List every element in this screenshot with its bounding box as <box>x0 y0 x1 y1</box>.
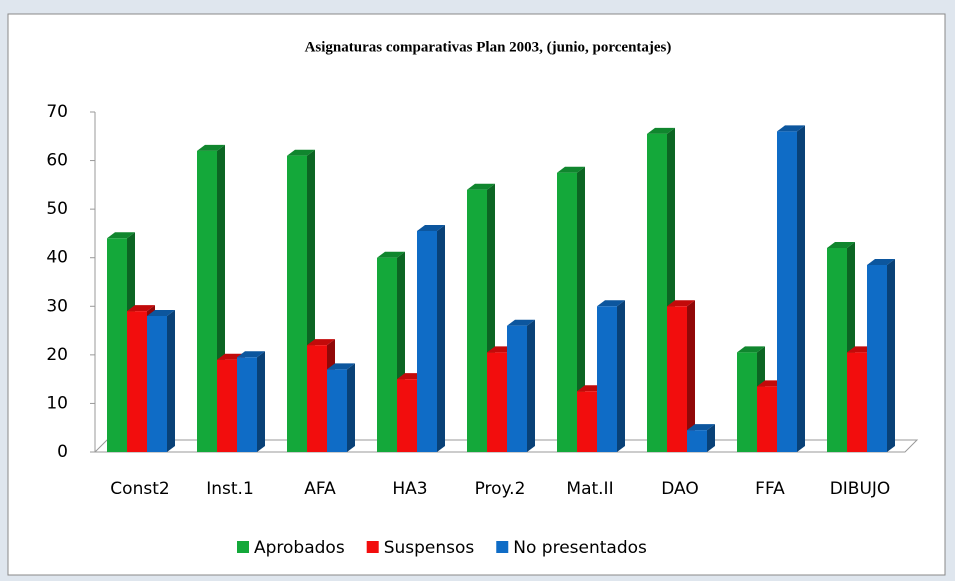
bar <box>147 310 175 452</box>
x-tick-label: HA3 <box>392 479 427 499</box>
chart: Asignaturas comparativas Plan 2003, (jun… <box>0 0 955 581</box>
bar <box>237 351 265 452</box>
bar <box>757 386 777 452</box>
x-tick-label: DAO <box>661 479 699 499</box>
bar <box>217 360 237 452</box>
bar <box>327 369 347 452</box>
bar <box>557 173 577 452</box>
bar <box>237 357 257 452</box>
bar <box>487 352 507 452</box>
bar <box>307 345 327 452</box>
y-tick-label: 10 <box>46 393 68 413</box>
x-tick-label: AFA <box>304 479 336 499</box>
y-tick-label: 0 <box>57 442 68 462</box>
legend-label: Aprobados <box>254 538 345 558</box>
bar <box>287 156 307 452</box>
bar <box>417 231 437 452</box>
y-tick-label: 70 <box>46 102 68 122</box>
chart-title: Asignaturas comparativas Plan 2003, (jun… <box>305 39 672 55</box>
y-tick-label: 30 <box>46 296 68 316</box>
bar <box>867 259 895 452</box>
legend-label: Suspensos <box>384 538 475 558</box>
x-tick-label: DIBUJO <box>830 479 891 499</box>
bar-side <box>167 310 175 452</box>
bar <box>107 238 127 452</box>
bar <box>847 352 867 452</box>
bar <box>127 311 147 452</box>
bar <box>687 424 715 452</box>
bar <box>597 300 625 452</box>
legend-label: No presentados <box>513 538 647 558</box>
bar <box>737 352 757 452</box>
y-tick-label: 60 <box>46 151 68 171</box>
bar <box>197 151 217 452</box>
bar <box>687 430 707 452</box>
bar <box>597 306 617 452</box>
bar-side <box>437 225 445 452</box>
y-tick-label: 20 <box>46 345 68 365</box>
bar <box>377 258 397 452</box>
bar <box>507 320 535 452</box>
x-tick-label: Mat.II <box>566 479 613 499</box>
legend-swatch <box>496 541 508 553</box>
x-tick-label: Const2 <box>110 479 169 499</box>
bar <box>827 248 847 452</box>
bar-side <box>617 300 625 452</box>
bar <box>417 225 445 452</box>
bar <box>647 134 667 452</box>
legend-swatch <box>237 541 249 553</box>
bar <box>147 316 167 452</box>
bar <box>777 131 797 452</box>
bar-side <box>527 320 535 452</box>
bar <box>577 391 597 452</box>
y-tick-label: 40 <box>46 248 68 268</box>
bar <box>667 306 687 452</box>
bar <box>777 125 805 452</box>
x-tick-label: FFA <box>755 479 785 499</box>
bar-side <box>257 351 265 452</box>
bar <box>327 363 355 452</box>
bar <box>397 379 417 452</box>
bar-side <box>887 259 895 452</box>
bar <box>867 265 887 452</box>
legend-swatch <box>367 541 379 553</box>
bar <box>467 190 487 452</box>
page: Asignaturas comparativas Plan 2003, (jun… <box>0 0 955 581</box>
x-tick-label: Proy.2 <box>475 479 526 499</box>
bar-side <box>347 363 355 452</box>
x-tick-label: Inst.1 <box>206 479 254 499</box>
y-tick-label: 50 <box>46 199 68 219</box>
bar <box>507 326 527 452</box>
bar-side <box>797 125 805 452</box>
